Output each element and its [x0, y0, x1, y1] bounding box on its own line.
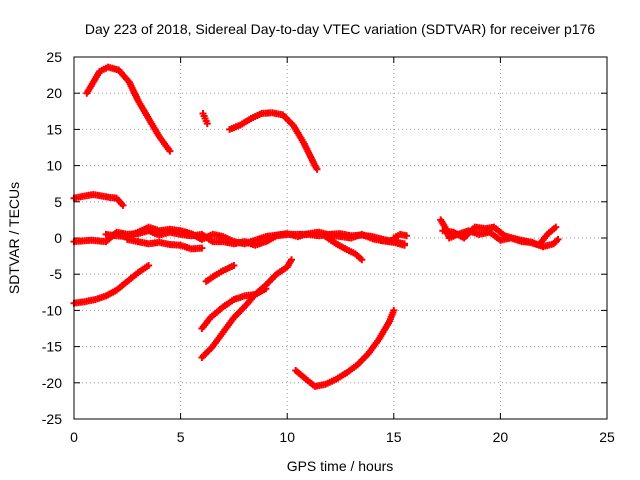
series-arc-lower-mid-c: [198, 285, 270, 361]
series-zero-band-end: [390, 230, 411, 242]
data-points: [70, 63, 562, 390]
grid: [74, 57, 607, 419]
data-point: [230, 262, 238, 269]
chart-title: Day 223 of 2018, Sidereal Day-to-day VTE…: [85, 21, 595, 37]
data-point: [203, 120, 211, 128]
y-tick-label: 5: [54, 194, 62, 210]
plot-frame: [73, 56, 608, 420]
series-arc-upper-left: [70, 191, 127, 209]
y-tick-label: 20: [46, 85, 62, 101]
series-arc-top-mid-short: [199, 110, 211, 128]
data-point: [145, 262, 153, 269]
x-tick-label: 0: [70, 429, 78, 445]
y-tick-label: 10: [46, 158, 62, 174]
data-point: [119, 201, 127, 209]
series-arc-top-left: [83, 63, 174, 155]
y-tick-label: 15: [46, 121, 62, 137]
series-arc-bottom: [292, 306, 398, 390]
axis-ticks: [73, 56, 608, 420]
data-point: [552, 223, 560, 231]
series-arc-lower-mid-a: [202, 262, 238, 285]
data-point: [401, 241, 408, 249]
y-axis-title: SDTVAR / TECUs: [6, 182, 22, 294]
data-point: [313, 165, 321, 173]
series-zero-band-short-dip: [322, 233, 366, 264]
y-tick-label: -15: [42, 339, 62, 355]
x-tick-label: 25: [599, 429, 615, 445]
series-zero-band-c: [123, 235, 206, 253]
x-tick-label: 15: [386, 429, 402, 445]
y-tick-label: -25: [42, 411, 62, 427]
y-tick-label: -5: [50, 266, 63, 282]
tick-labels: 0 5 10 15 20 25 -25 -20 -15 -10 -5 0 5 10 15 20 25: [42, 49, 615, 445]
data-point: [198, 244, 206, 252]
data-point: [288, 256, 295, 264]
data-point: [554, 235, 562, 243]
y-tick-label: -20: [42, 375, 62, 391]
series-arc-lower-left: [70, 262, 153, 307]
series-arc-lower-mid-b: [198, 256, 295, 332]
y-tick-label: 0: [54, 230, 62, 246]
series-arc-top-mid: [226, 109, 321, 173]
data-point: [403, 232, 411, 240]
x-tick-label: 20: [493, 429, 509, 445]
x-axis-title: GPS time / hours: [287, 458, 394, 474]
data-point: [262, 285, 270, 293]
series-zero-band-right-b: [439, 223, 560, 249]
x-tick-label: 5: [177, 429, 185, 445]
x-tick-label: 10: [279, 429, 295, 445]
data-point: [390, 306, 398, 314]
data-point: [358, 256, 366, 264]
y-tick-label: -10: [42, 302, 62, 318]
data-point: [166, 147, 174, 155]
y-tick-label: 25: [46, 49, 62, 65]
